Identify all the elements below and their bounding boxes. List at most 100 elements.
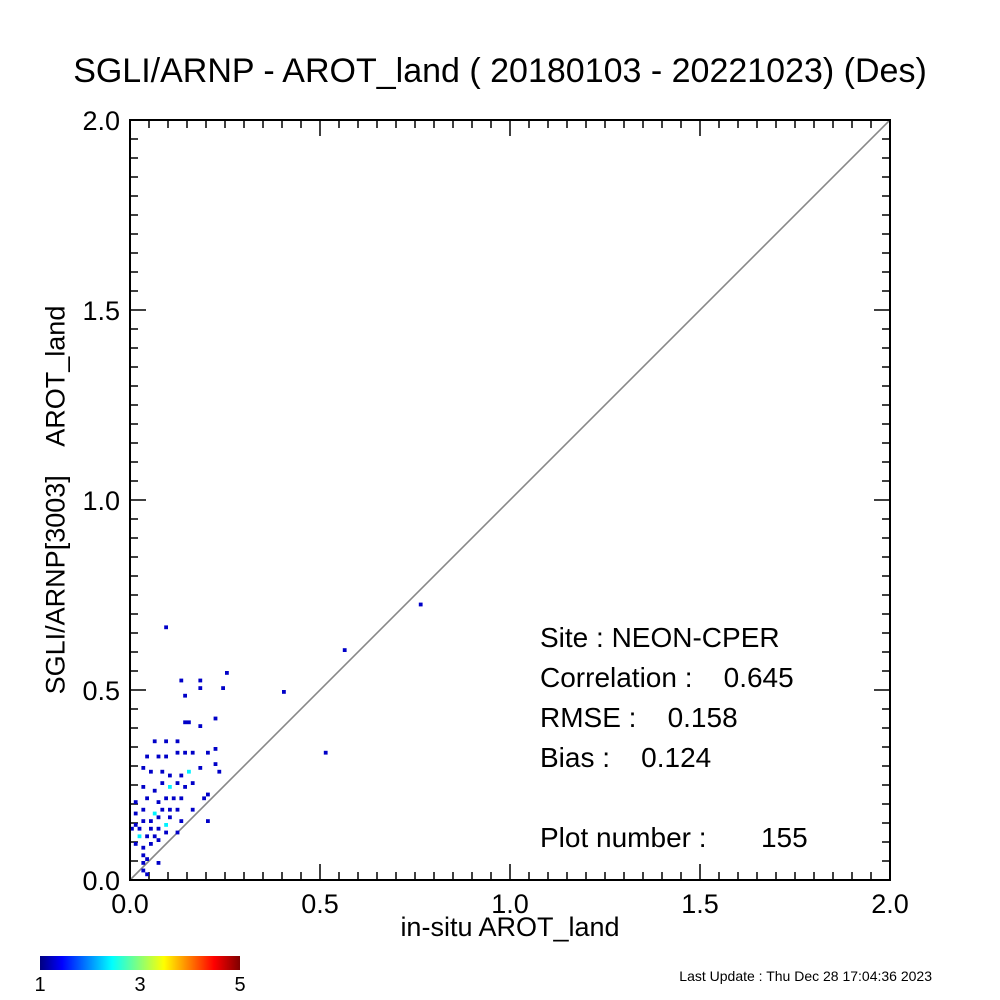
data-point	[190, 750, 195, 755]
data-point	[168, 785, 172, 789]
data-point	[202, 796, 206, 801]
y-tick-label: 0.0	[82, 866, 120, 896]
x-axis-label: in-situ AROT_land	[400, 912, 620, 942]
y-tick-label: 2.0	[82, 106, 120, 136]
data-point	[160, 807, 165, 812]
data-point	[152, 834, 157, 839]
one-to-one-line	[129, 119, 891, 881]
data-point	[164, 796, 168, 801]
data-point	[183, 693, 187, 698]
data-point	[141, 766, 146, 770]
data-point	[156, 754, 161, 759]
data-point	[213, 762, 218, 766]
data-point	[168, 807, 172, 812]
data-point	[156, 826, 161, 831]
x-tick-label: 2.0	[871, 889, 909, 919]
data-point	[145, 754, 149, 759]
data-point	[217, 769, 222, 774]
data-point	[168, 815, 172, 820]
data-point	[175, 739, 180, 744]
data-point	[187, 769, 191, 774]
data-point	[133, 811, 138, 816]
data-point	[137, 826, 142, 831]
data-point	[149, 769, 153, 774]
data-point	[183, 720, 187, 725]
data-point	[141, 861, 146, 865]
data-point	[190, 807, 195, 812]
data-point	[342, 648, 347, 652]
x-tick-label: 0.5	[301, 889, 339, 919]
last-update-text: Last Update : Thu Dec 28 17:04:36 2023	[679, 968, 932, 984]
data-point	[183, 750, 187, 755]
data-point	[141, 853, 146, 858]
colorbar-tick-label: 5	[234, 974, 246, 996]
data-point	[141, 845, 146, 850]
data-point	[149, 819, 153, 823]
data-point	[145, 872, 149, 877]
data-point	[152, 811, 157, 816]
data-point	[160, 769, 165, 774]
data-point	[141, 807, 146, 812]
data-point	[156, 861, 161, 865]
data-point	[156, 800, 161, 804]
data-point	[141, 868, 146, 873]
data-point	[206, 750, 210, 755]
data-point	[145, 857, 149, 861]
data-point	[282, 690, 286, 694]
data-point	[156, 815, 161, 820]
data-point	[179, 678, 184, 683]
colorbar-tick-label: 1	[34, 974, 46, 996]
data-point	[179, 819, 184, 823]
data-point	[179, 773, 184, 778]
y-tick-label: 0.5	[82, 676, 120, 706]
axis-ticks	[129, 119, 891, 881]
data-point	[213, 747, 218, 751]
stat-correlation: Correlation : 0.645	[540, 662, 794, 693]
data-point	[141, 785, 146, 789]
data-point	[164, 754, 168, 759]
data-point	[198, 766, 203, 770]
y-tick-label: 1.5	[82, 296, 120, 326]
data-point	[133, 800, 138, 804]
data-point	[164, 830, 168, 835]
data-point	[160, 781, 165, 785]
data-point	[175, 750, 180, 755]
plot-frame	[129, 119, 891, 881]
data-point	[183, 785, 187, 789]
data-point	[198, 686, 203, 690]
data-point	[133, 823, 138, 827]
data-point	[206, 819, 210, 823]
data-point	[149, 842, 153, 846]
stat-site: Site : NEON-CPER	[540, 622, 780, 653]
data-point	[213, 716, 218, 721]
data-point	[225, 671, 229, 675]
data-point	[164, 739, 168, 744]
data-point	[137, 834, 142, 839]
data-point	[198, 724, 203, 728]
stat-plot-number: Plot number : 155	[540, 822, 808, 853]
y-tick-label: 1.0	[82, 486, 120, 516]
data-point	[418, 602, 423, 607]
data-point	[156, 838, 161, 842]
data-point	[164, 625, 168, 630]
data-point	[175, 781, 180, 785]
data-point	[171, 796, 176, 801]
data-point	[187, 720, 191, 725]
data-point	[221, 686, 225, 690]
data-point	[198, 678, 203, 683]
data-point	[206, 792, 210, 797]
data-point	[133, 842, 138, 846]
data-point	[164, 823, 168, 827]
colorbar-tick-label: 3	[134, 974, 146, 996]
x-tick-label: 1.5	[681, 889, 719, 919]
data-point	[175, 830, 180, 835]
data-point	[179, 796, 184, 801]
colorbar	[40, 956, 240, 970]
data-point	[190, 781, 195, 785]
y-axis-label: SGLI/ARNP[3003] AROT_land	[40, 305, 71, 695]
data-point	[130, 826, 134, 831]
data-point	[145, 796, 149, 801]
data-point	[175, 807, 180, 812]
data-point	[145, 834, 149, 839]
